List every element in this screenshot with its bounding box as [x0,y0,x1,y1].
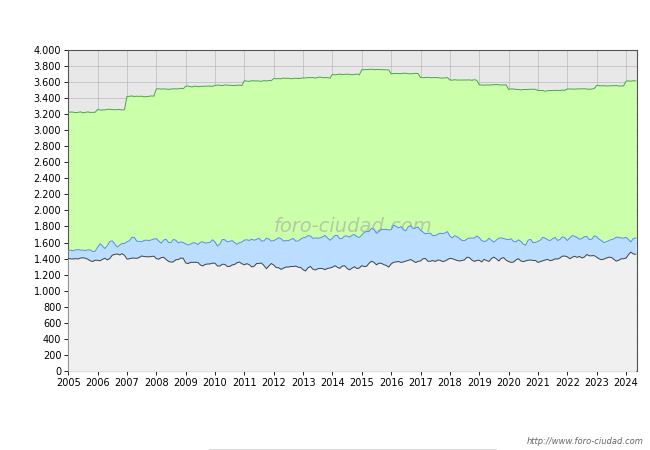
Text: foro-ciudad.com: foro-ciudad.com [273,217,432,236]
Text: Simancas - Evolucion de la poblacion en edad de Trabajar Mayo de 2024: Simancas - Evolucion de la poblacion en … [73,11,577,26]
Text: http://www.foro-ciudad.com: http://www.foro-ciudad.com [526,436,644,446]
